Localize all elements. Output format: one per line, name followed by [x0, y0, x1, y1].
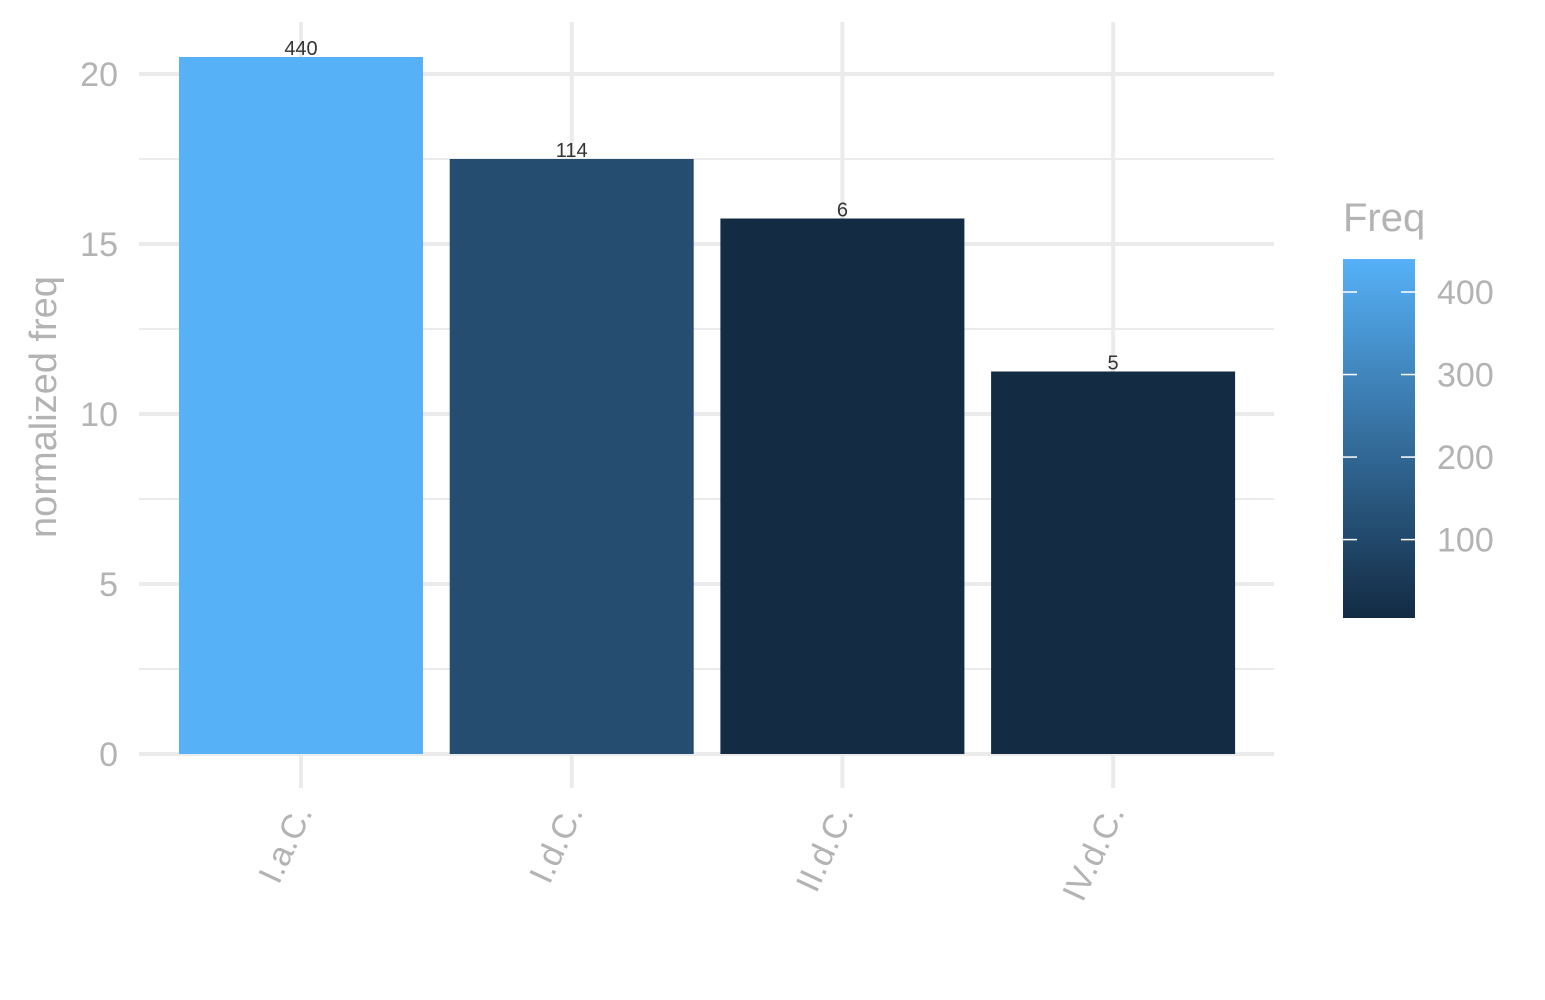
- colorbar-tick-label: 200: [1437, 439, 1494, 477]
- y-tick-label: 15: [80, 226, 118, 264]
- colorbar-tick-label: 400: [1437, 274, 1494, 312]
- bar-label: 5: [1108, 353, 1119, 375]
- x-tick-label: IV.d.C.: [1055, 799, 1132, 906]
- bar: [720, 218, 965, 754]
- colorbar-ticks: 100 200 300 400: [1343, 274, 1494, 560]
- bar-label: 440: [284, 38, 317, 60]
- x-axis: I.a.C. I.d.C. II.d.C. IV.d.C.: [251, 799, 1132, 906]
- bar: [179, 57, 423, 754]
- bar: [449, 159, 694, 754]
- bar-label: 6: [837, 200, 848, 222]
- colorbar: [1343, 259, 1415, 618]
- legend-title: Freq: [1343, 196, 1425, 240]
- bar-labels: 440 114 6 5: [284, 38, 1118, 375]
- bar-label: 114: [556, 140, 588, 162]
- bars: [179, 57, 1236, 754]
- y-tick-label: 10: [80, 396, 118, 434]
- y-axis: 0 5 10 15 20: [80, 56, 118, 774]
- bar: [991, 371, 1236, 754]
- legend: Freq 100 200 300 400: [1343, 196, 1494, 618]
- x-tick-label: I.a.C.: [251, 799, 320, 889]
- colorbar-tick-label: 300: [1437, 357, 1494, 395]
- y-tick-label: 0: [99, 736, 118, 774]
- x-tick-label: II.d.C.: [789, 799, 862, 897]
- y-tick-label: 20: [80, 56, 118, 94]
- x-tick-label: I.d.C.: [522, 799, 591, 889]
- colorbar-tick-label: 100: [1437, 522, 1494, 560]
- y-axis-title: normalized freq: [23, 276, 65, 538]
- y-tick-label: 5: [99, 566, 118, 604]
